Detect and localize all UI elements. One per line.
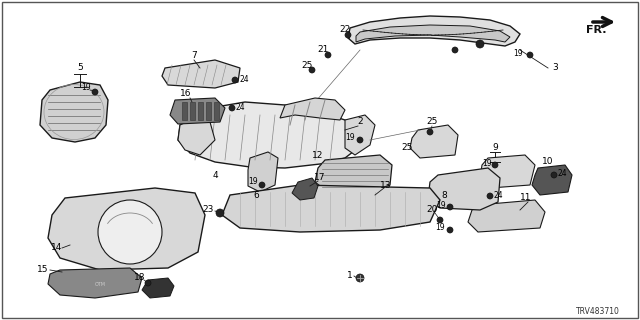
Text: 8: 8 xyxy=(441,190,447,199)
Circle shape xyxy=(492,162,498,168)
Circle shape xyxy=(487,193,493,199)
Text: 24: 24 xyxy=(557,170,567,179)
Polygon shape xyxy=(315,155,392,192)
Circle shape xyxy=(452,47,458,53)
Polygon shape xyxy=(410,125,458,158)
Circle shape xyxy=(216,209,224,217)
Circle shape xyxy=(427,129,433,135)
Text: 7: 7 xyxy=(191,51,197,60)
Text: 19: 19 xyxy=(482,158,492,167)
Text: 19: 19 xyxy=(436,201,446,210)
Text: 19: 19 xyxy=(513,49,523,58)
Text: 2: 2 xyxy=(357,117,363,126)
Polygon shape xyxy=(190,102,195,120)
Text: 17: 17 xyxy=(314,173,326,182)
Circle shape xyxy=(92,89,98,95)
Circle shape xyxy=(447,204,453,210)
Text: 22: 22 xyxy=(339,26,351,35)
Text: 23: 23 xyxy=(202,205,214,214)
Circle shape xyxy=(309,67,315,73)
Polygon shape xyxy=(198,102,203,120)
Text: FR.: FR. xyxy=(586,25,606,35)
Circle shape xyxy=(145,280,151,286)
Text: 25: 25 xyxy=(301,60,313,69)
Text: 20: 20 xyxy=(426,205,438,214)
Polygon shape xyxy=(170,98,225,124)
Polygon shape xyxy=(468,200,545,232)
Text: 3: 3 xyxy=(552,63,558,73)
Text: 19: 19 xyxy=(345,133,355,142)
Text: 4: 4 xyxy=(212,171,218,180)
Circle shape xyxy=(476,40,484,48)
Text: 24: 24 xyxy=(239,75,249,84)
Circle shape xyxy=(447,227,453,233)
Polygon shape xyxy=(182,102,187,120)
Polygon shape xyxy=(178,118,215,155)
Polygon shape xyxy=(40,82,108,142)
Text: 13: 13 xyxy=(380,180,392,189)
Circle shape xyxy=(98,200,162,264)
Polygon shape xyxy=(480,155,535,188)
Text: 25: 25 xyxy=(401,143,413,153)
Text: TRV483710: TRV483710 xyxy=(576,308,620,316)
Text: 1: 1 xyxy=(347,271,353,281)
Circle shape xyxy=(357,137,363,143)
Text: 14: 14 xyxy=(51,244,63,252)
Circle shape xyxy=(229,105,235,111)
Text: 10: 10 xyxy=(542,157,554,166)
Text: 19: 19 xyxy=(435,223,445,233)
Text: OTM: OTM xyxy=(95,282,106,286)
Circle shape xyxy=(232,77,238,83)
Polygon shape xyxy=(292,178,318,200)
Polygon shape xyxy=(345,115,375,155)
Circle shape xyxy=(551,172,557,178)
Text: 11: 11 xyxy=(520,194,532,203)
Text: 12: 12 xyxy=(312,150,324,159)
Text: 6: 6 xyxy=(253,190,259,199)
Text: 9: 9 xyxy=(492,143,498,153)
Circle shape xyxy=(325,52,331,58)
Circle shape xyxy=(437,217,443,223)
Circle shape xyxy=(356,274,364,282)
Polygon shape xyxy=(162,60,240,88)
Circle shape xyxy=(527,52,533,58)
Polygon shape xyxy=(178,102,360,168)
Polygon shape xyxy=(142,278,174,298)
Polygon shape xyxy=(532,165,572,195)
Text: 19: 19 xyxy=(248,178,258,187)
Text: 19: 19 xyxy=(81,84,91,92)
Polygon shape xyxy=(348,16,520,46)
Text: 25: 25 xyxy=(426,117,438,126)
Polygon shape xyxy=(222,185,440,232)
Polygon shape xyxy=(214,102,219,120)
Circle shape xyxy=(345,32,351,38)
Text: 24: 24 xyxy=(235,102,245,111)
Circle shape xyxy=(259,182,265,188)
Text: 18: 18 xyxy=(134,274,146,283)
Polygon shape xyxy=(248,152,278,192)
Polygon shape xyxy=(356,25,510,42)
Polygon shape xyxy=(428,168,500,210)
Text: 21: 21 xyxy=(317,45,329,54)
Polygon shape xyxy=(280,98,345,120)
Polygon shape xyxy=(48,188,205,270)
Polygon shape xyxy=(206,102,211,120)
Text: 5: 5 xyxy=(77,63,83,73)
Text: 16: 16 xyxy=(180,90,192,99)
Polygon shape xyxy=(48,268,142,298)
Text: 24: 24 xyxy=(493,190,503,199)
Text: 15: 15 xyxy=(37,266,49,275)
